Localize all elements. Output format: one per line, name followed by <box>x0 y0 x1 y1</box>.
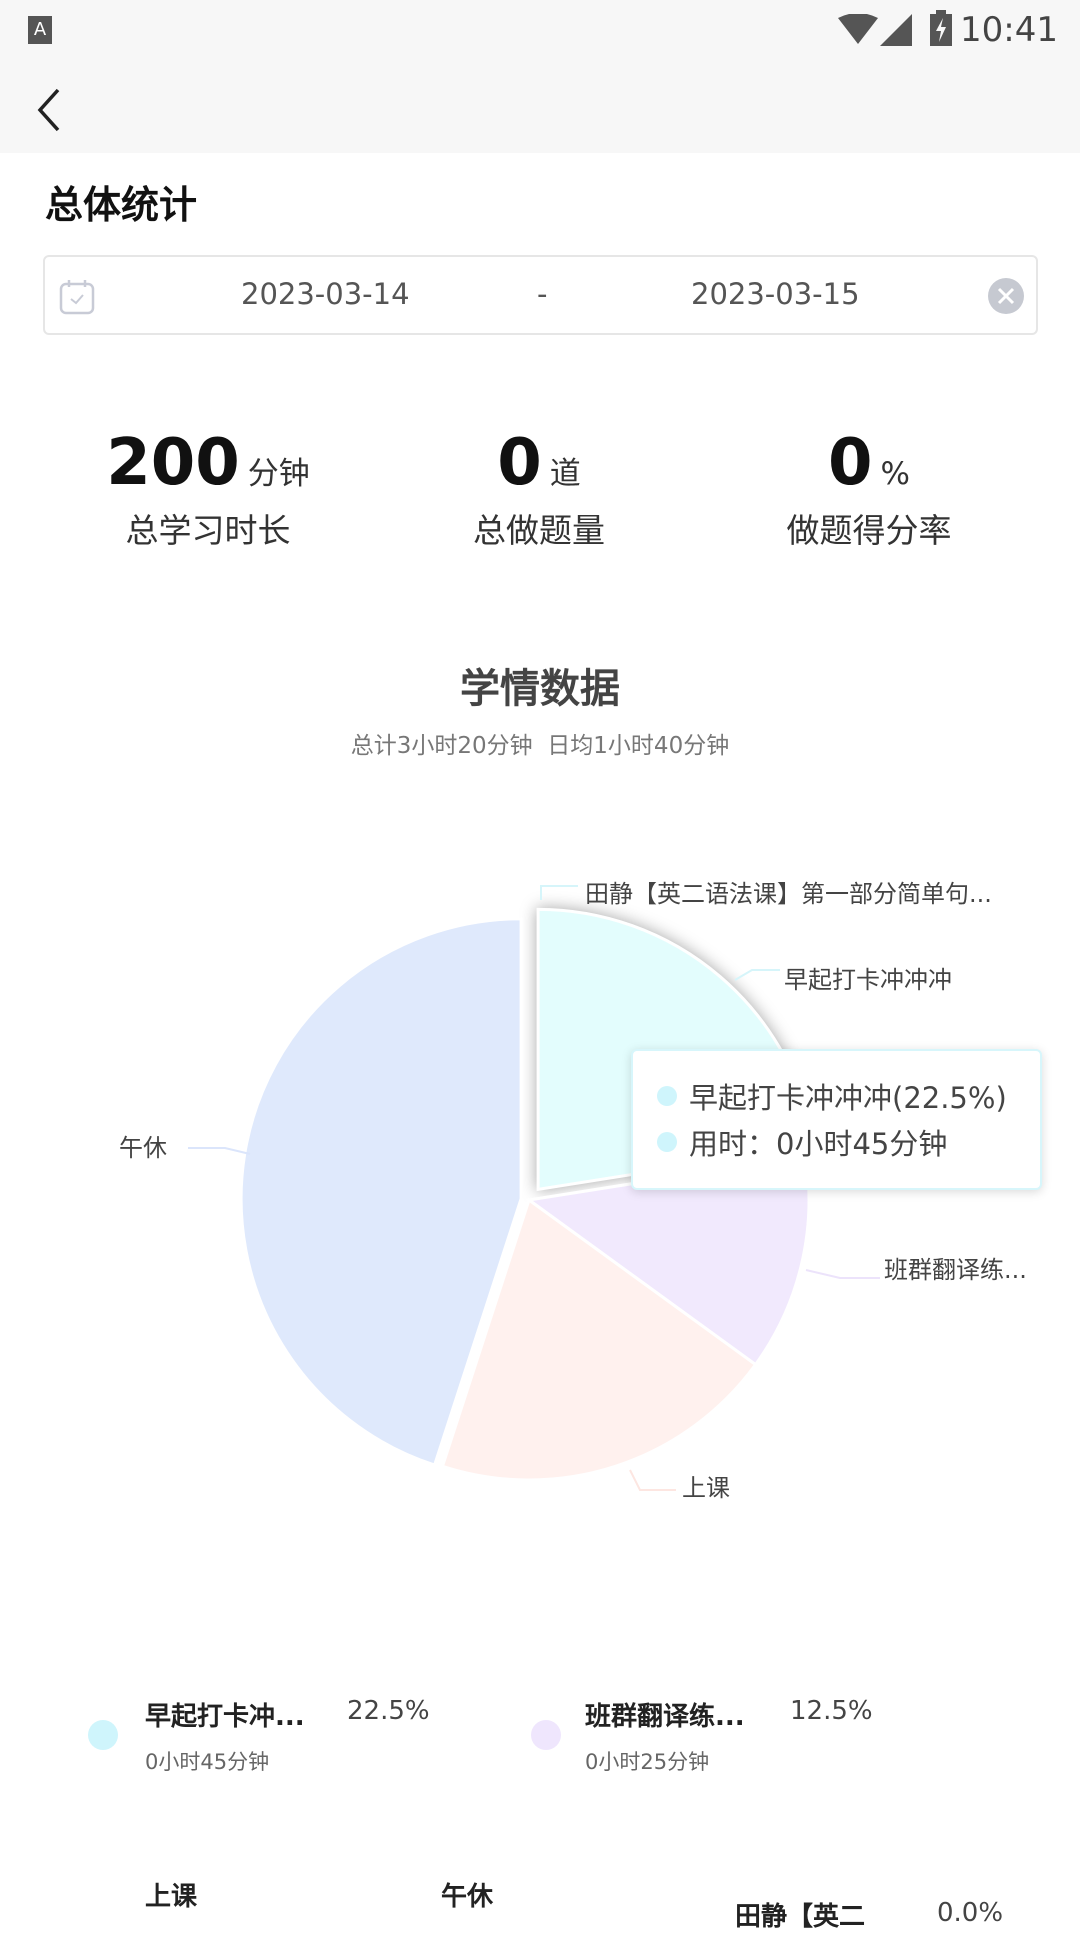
pie-slice-3[interactable] <box>239 917 523 1467</box>
stat-label: 总学习时长 <box>125 511 291 550</box>
pie-label-line <box>540 885 578 900</box>
pie-label-zaoqi: 早起打卡冲冲冲 <box>784 966 952 994</box>
legend-dot <box>88 1720 118 1750</box>
status-bar: A 10:41 <box>0 0 1080 76</box>
pie-label-line <box>188 1147 251 1155</box>
pie-label-tianjing: 田静【英二语法课】第一部分简单句... <box>585 880 992 908</box>
stat-label: 总做题量 <box>473 511 605 550</box>
end-date[interactable]: 2023-03-15 <box>691 277 860 311</box>
legend-name: 早起打卡冲... <box>145 1702 305 1732</box>
page-title: 总体统计 <box>45 183 198 227</box>
legend-percent: 0.0% <box>937 1898 1004 1928</box>
app-a-icon: A <box>28 16 52 44</box>
battery-charging-icon <box>930 10 952 46</box>
section-subtitle: 总计3小时20分钟 日均1小时40分钟 <box>350 733 730 759</box>
tooltip-dot <box>657 1086 677 1106</box>
legend-name[interactable]: 田静【英二 <box>735 1902 866 1932</box>
tooltip-line1: 早起打卡冲冲冲(22.5%) <box>689 1081 1007 1115</box>
date-range-picker[interactable]: 2023-03-14 - 2023-03-15 <box>43 255 1038 335</box>
legend-name[interactable]: 上课 <box>145 1882 198 1912</box>
stat-study-time: 200 分钟 总学习时长 <box>43 426 373 552</box>
date-separator: - <box>537 277 548 311</box>
pie-chart[interactable] <box>0 840 1080 1540</box>
legend-item[interactable]: 班群翻译练... 12.5% 0小时25分钟 <box>531 1690 931 1780</box>
chevron-left-icon[interactable] <box>30 84 70 134</box>
tooltip-dot <box>657 1132 677 1152</box>
pie-slice-2[interactable] <box>440 1197 758 1482</box>
legend-name: 班群翻译练... <box>585 1702 745 1732</box>
pie-label-shangke: 上课 <box>682 1474 730 1502</box>
legend-percent: 22.5% <box>347 1696 430 1726</box>
legend-name[interactable]: 午休 <box>441 1882 494 1912</box>
pie-label-banqun: 班群翻译练... <box>884 1256 1027 1284</box>
legend-time: 0小时45分钟 <box>145 1750 270 1774</box>
clear-circle-icon[interactable] <box>988 278 1024 314</box>
legend-percent: 12.5% <box>790 1696 873 1726</box>
pie-label-line <box>805 1269 880 1279</box>
stat-unit: % <box>880 456 910 492</box>
pie-label-line <box>629 1469 676 1491</box>
stat-unit: 分钟 <box>247 456 310 492</box>
nav-bar <box>0 76 1080 153</box>
status-time: 10:41 <box>960 10 1058 50</box>
stat-value: 0 <box>828 426 873 500</box>
stat-score-rate: 0% 做题得分率 <box>704 426 1034 552</box>
legend-time: 0小时25分钟 <box>585 1750 710 1774</box>
pie-label-wuxiu: 午休 <box>119 1134 167 1162</box>
start-date[interactable]: 2023-03-14 <box>241 277 410 311</box>
calendar-icon <box>59 280 95 315</box>
section-title: 学情数据 <box>460 666 620 712</box>
stat-value: 0 <box>497 426 542 500</box>
pie-label-line <box>734 969 780 981</box>
wifi-icon <box>838 14 878 44</box>
stat-value: 200 <box>106 426 240 500</box>
stat-unit: 道 <box>549 456 581 492</box>
signal-icon <box>880 14 912 46</box>
tooltip-line2: 用时：0小时45分钟 <box>689 1127 948 1161</box>
stat-label: 做题得分率 <box>786 511 952 550</box>
legend-item[interactable]: 早起打卡冲... 22.5% 0小时45分钟 <box>88 1690 488 1780</box>
legend-dot <box>531 1720 561 1750</box>
chart-tooltip: 早起打卡冲冲冲(22.5%) 用时：0小时45分钟 <box>631 1049 1042 1190</box>
